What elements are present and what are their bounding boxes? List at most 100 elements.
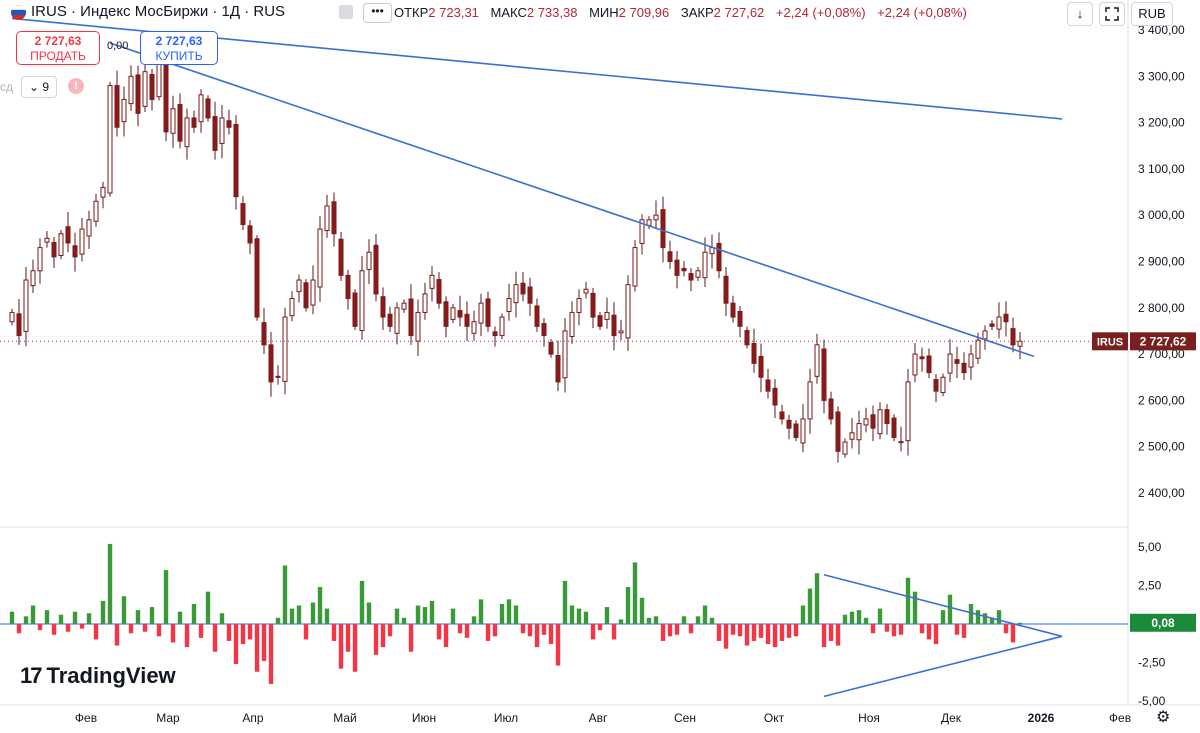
candle-body bbox=[835, 411, 841, 452]
buy-button[interactable]: 2 727,63 КУПИТЬ bbox=[140, 31, 218, 65]
histogram-bar bbox=[268, 624, 274, 685]
histogram-bar bbox=[926, 624, 932, 640]
histogram-bar bbox=[842, 614, 848, 624]
price-axis-tick-label: 2 700,00 bbox=[1138, 347, 1185, 361]
histogram-bar bbox=[562, 580, 568, 624]
histogram-bar bbox=[716, 624, 722, 641]
candle-body bbox=[569, 311, 575, 338]
histogram-bar bbox=[828, 624, 834, 641]
time-axis-tick-label: Фев bbox=[1109, 711, 1131, 725]
histogram-bar bbox=[23, 616, 29, 624]
candle-body bbox=[828, 398, 834, 420]
sell-price: 2 727,63 bbox=[34, 34, 82, 48]
currency-button[interactable]: RUB bbox=[1131, 2, 1173, 26]
ohlc-open-key: ОТКР bbox=[394, 5, 429, 20]
histogram-bar bbox=[674, 624, 680, 635]
histogram-trendline bbox=[823, 573, 1063, 638]
flag-marker-icon[interactable] bbox=[339, 5, 353, 19]
price-axis-tick-label: 3 300,00 bbox=[1138, 69, 1185, 83]
candle-body bbox=[520, 282, 526, 295]
histogram-bar bbox=[597, 624, 603, 631]
histogram-bar bbox=[919, 624, 925, 634]
ohlc-close-value: 2 727,62 bbox=[713, 5, 765, 20]
candle-body bbox=[744, 329, 750, 346]
candle-body bbox=[282, 316, 288, 382]
histogram-bar bbox=[422, 607, 428, 624]
indicator-count-button[interactable]: ⌄ 9 bbox=[21, 76, 57, 98]
histogram-bar bbox=[443, 624, 449, 648]
fullscreen-button[interactable] bbox=[1099, 2, 1125, 26]
candle-body bbox=[555, 354, 561, 383]
candle-body bbox=[471, 321, 477, 334]
histogram-bar bbox=[415, 605, 421, 624]
candle-body bbox=[933, 379, 939, 392]
candle-body bbox=[492, 331, 498, 337]
histogram-bar bbox=[338, 624, 344, 669]
sell-button[interactable]: 2 727,63 ПРОДАТЬ bbox=[16, 31, 100, 65]
time-axis-tick-label: 2026 bbox=[1028, 711, 1055, 725]
candle-body bbox=[583, 288, 589, 294]
histogram-bar bbox=[289, 608, 295, 624]
candle-body bbox=[331, 201, 337, 235]
ohlc-low-key: МИН bbox=[589, 5, 619, 20]
histogram-bar bbox=[933, 624, 939, 645]
candle-body bbox=[688, 273, 694, 281]
candle-body bbox=[863, 418, 869, 426]
candle-body bbox=[212, 116, 218, 151]
histogram-bar bbox=[219, 613, 225, 624]
histogram-bar bbox=[667, 624, 673, 637]
candle-body bbox=[457, 310, 463, 318]
settings-gear-icon[interactable]: ⚙ bbox=[1156, 709, 1171, 726]
symbol-title[interactable]: IRUS · Индекс МосБиржи · 1Д · RUS bbox=[31, 3, 286, 20]
histogram-bar bbox=[471, 616, 477, 624]
time-axis-tick-label: Ноя bbox=[858, 711, 880, 725]
candle-body bbox=[667, 251, 673, 262]
histogram-bar bbox=[877, 608, 883, 624]
more-options-button[interactable]: ••• bbox=[363, 3, 392, 23]
histogram-bar bbox=[79, 624, 85, 629]
tradingview-logo[interactable]: 17 TradingView bbox=[20, 663, 176, 689]
histogram-bar bbox=[772, 624, 778, 648]
histogram-bar bbox=[408, 624, 414, 652]
candle-body bbox=[317, 228, 323, 288]
price-trendline bbox=[109, 42, 1035, 358]
candle-body bbox=[912, 353, 918, 376]
last-price-label: 2 727,62 bbox=[1140, 334, 1187, 348]
histogram-bar bbox=[44, 610, 50, 624]
histogram-axis-tick-label: 5,00 bbox=[1138, 540, 1162, 554]
candle-body bbox=[303, 282, 309, 309]
candle-body bbox=[72, 245, 78, 258]
histogram-bar bbox=[730, 624, 736, 635]
candle-body bbox=[415, 311, 421, 342]
time-axis-tick-label: Май bbox=[333, 711, 357, 725]
candle-body bbox=[905, 381, 911, 442]
histogram-bar bbox=[184, 624, 190, 648]
candle-body bbox=[625, 284, 631, 339]
histogram-bar bbox=[233, 624, 239, 665]
symbol-badge-label: IRUS bbox=[1097, 336, 1123, 348]
histogram-bar bbox=[653, 616, 659, 624]
histogram-bar bbox=[905, 577, 911, 624]
histogram-bar bbox=[989, 617, 995, 624]
candle-body bbox=[114, 85, 120, 128]
histogram-bar bbox=[170, 624, 176, 643]
histogram-bar bbox=[37, 624, 43, 631]
change-value-secondary: +2,24 (+0,08%) bbox=[877, 5, 967, 20]
candle-body bbox=[632, 247, 638, 287]
time-axis-tick-label: Сен bbox=[674, 711, 696, 725]
candle-body bbox=[79, 228, 85, 255]
histogram-bar bbox=[814, 573, 820, 624]
warning-icon[interactable]: ! bbox=[68, 78, 84, 94]
download-arrow-button[interactable]: ↓ bbox=[1067, 2, 1093, 26]
histogram-bar bbox=[142, 624, 148, 632]
candle-body bbox=[226, 120, 232, 128]
histogram-bar bbox=[870, 624, 876, 634]
candle-body bbox=[443, 301, 449, 327]
candle-body bbox=[100, 186, 106, 198]
histogram-bar bbox=[898, 624, 904, 635]
histogram-bar bbox=[100, 600, 106, 624]
candle-body bbox=[653, 214, 659, 221]
ohlc-low-value: 2 709,96 bbox=[618, 5, 670, 20]
histogram-bar bbox=[177, 611, 183, 624]
